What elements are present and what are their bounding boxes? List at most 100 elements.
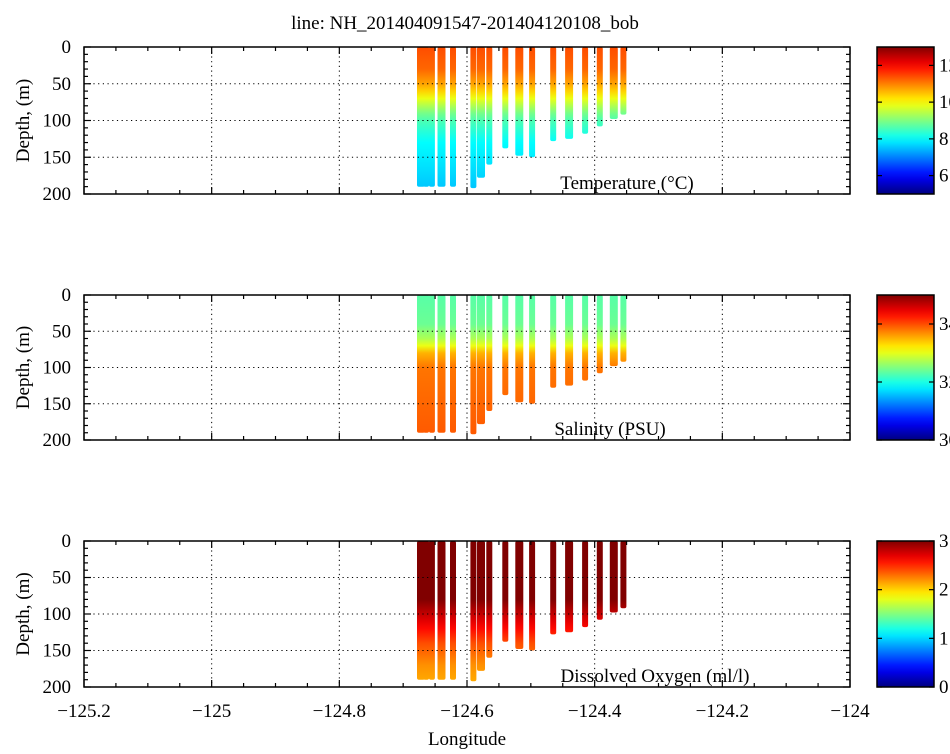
x-tick-label: −124.4 [568, 701, 622, 722]
y-tick-label: 0 [62, 37, 72, 58]
colorbar-tick-label: 8 [939, 129, 949, 150]
profile-strip [515, 541, 524, 649]
y-tick-label: 150 [43, 147, 72, 168]
y-tick-label: 200 [43, 677, 72, 698]
label-oxygen: Dissolved Oxygen (ml/l) [561, 666, 750, 687]
profile-strip [565, 295, 574, 386]
profile-strip [565, 47, 574, 139]
y-tick-label: 150 [43, 394, 72, 415]
profile-strip [417, 295, 425, 433]
colorbar-tick-label: 32 [939, 372, 950, 393]
profile-strip [582, 295, 589, 381]
profile-strip [609, 47, 618, 119]
colorbar-temperature: 6 8 10 12 [876, 46, 950, 195]
colorbar-tick-label: 6 [939, 166, 949, 187]
profile-strip [529, 47, 536, 158]
profile-strip [437, 47, 446, 187]
y-tick-label: 100 [43, 358, 72, 379]
data-oxygen [417, 541, 627, 682]
y-tick-label: 50 [52, 74, 71, 95]
profile-strip [620, 47, 627, 115]
profile-strip [529, 295, 536, 404]
x-tick-label: −124 [830, 701, 870, 722]
grid-salinity [84, 295, 850, 440]
profile-strip [437, 295, 446, 433]
colorbar-tick-label: 2 [939, 580, 949, 601]
y-tick-label: 200 [43, 184, 72, 205]
colorbar-tick-label: 3 [939, 531, 949, 552]
profile-strip [423, 295, 430, 433]
profile-strip [477, 541, 485, 671]
label-temperature: Temperature (°C) [560, 173, 693, 194]
axes-frame-temperature [83, 46, 851, 195]
profile-strip [596, 541, 603, 620]
y-tick-label: 50 [52, 321, 71, 342]
ticks-oxygen: 0 50 100 150 200 −125.2 −125 −124.8 −124.6 −124.4… [43, 531, 871, 722]
profile-strip [428, 295, 435, 433]
profile-strip [582, 47, 589, 134]
profile-strip [470, 47, 477, 189]
data-temperature [417, 47, 627, 189]
label-salinity: Salinity (PSU) [554, 419, 665, 440]
x-tick-label: −124.2 [696, 701, 749, 722]
colorbar-gradient [876, 46, 935, 195]
y-tick-label: 0 [62, 531, 72, 552]
y-tick-label: 150 [43, 641, 72, 662]
colorbar-oxygen: 0 1 2 3 [876, 531, 949, 698]
profile-strip [470, 295, 477, 435]
ticks-temperature: 0 50 100 150 200 [43, 37, 851, 205]
colorbar-tick-label: 12 [939, 55, 950, 76]
profile-strip [502, 47, 509, 149]
y-tick-label: 50 [52, 568, 71, 589]
colorbar-gradient [876, 294, 935, 441]
panel-oxygen: 0 50 100 150 200 −125.2 −125 −124.8 −124.6 −124.4… [13, 531, 949, 722]
profile-strip [417, 541, 425, 680]
x-axis-label: Longitude [428, 729, 506, 750]
colorbar-salinity: 30 32 34 [876, 294, 950, 451]
figure-title: line: NH_201404091547-201404120108_bob [291, 13, 639, 34]
profile-strip [423, 541, 430, 680]
ticks-salinity: 0 50 100 150 200 [43, 285, 851, 451]
profile-strip [470, 541, 477, 682]
profile-strip [596, 295, 603, 374]
ylabel-oxygen: Depth, (m) [13, 572, 34, 655]
y-tick-label: 100 [43, 604, 72, 625]
profile-strip [609, 295, 618, 367]
profile-strip [423, 47, 430, 187]
profile-strip [620, 295, 627, 362]
profile-strip [502, 541, 509, 642]
grid-oxygen [84, 541, 850, 687]
y-tick-label: 0 [62, 285, 72, 306]
profile-strip [477, 47, 485, 178]
profile-strip [428, 47, 435, 187]
profile-strip [417, 47, 425, 187]
data-salinity [417, 295, 627, 435]
profile-strip [565, 541, 574, 633]
profile-strip [486, 47, 493, 165]
colorbar-tick-label: 34 [939, 314, 950, 335]
profile-strip [486, 541, 493, 658]
colorbar-tick-label: 1 [939, 628, 949, 649]
profile-strip [477, 295, 485, 425]
profile-strip [437, 541, 446, 680]
x-tick-label: −124.6 [440, 701, 493, 722]
profile-strip [515, 295, 524, 403]
profile-strip [529, 541, 536, 651]
profile-strip [550, 295, 557, 388]
x-tick-label: −125.2 [57, 701, 110, 722]
colorbar-tick-label: 10 [939, 92, 950, 113]
profile-strip [502, 295, 509, 396]
colorbar-tick-label: 30 [939, 430, 950, 451]
panel-salinity: 0 50 100 150 200 Depth, (m) Salinity (PSU) 3… [13, 285, 950, 451]
profile-strip [582, 541, 589, 628]
ylabel-salinity: Depth, (m) [13, 326, 34, 409]
profile-strip [486, 295, 493, 411]
colorbar-tick-label: 0 [939, 677, 949, 698]
y-tick-label: 100 [43, 111, 72, 132]
profile-strip [550, 47, 557, 142]
profile-strip [550, 541, 557, 635]
profile-strip [515, 47, 524, 156]
grid-temperature [84, 47, 850, 194]
profile-strip [596, 47, 603, 127]
